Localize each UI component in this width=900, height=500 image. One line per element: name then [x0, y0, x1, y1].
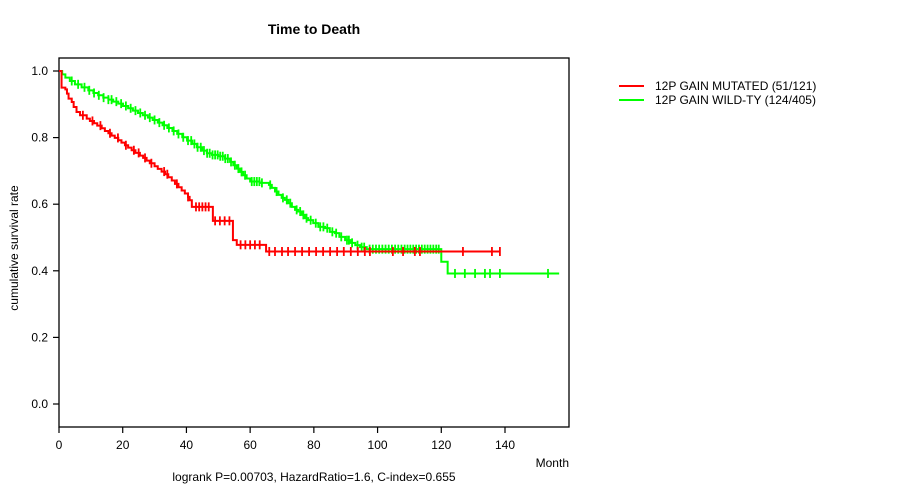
y-axis-tick-label: 0.2 — [31, 330, 48, 344]
x-axis-tick-label: 60 — [243, 438, 257, 452]
x-axis-tick-label: 140 — [495, 438, 515, 452]
legend-label-mutated: 12P GAIN MUTATED (51/121) — [655, 78, 817, 93]
legend-item-mutated: 12P GAIN MUTATED (51/121) — [619, 78, 817, 93]
x-axis-tick-label: 20 — [116, 438, 130, 452]
legend: 12P GAIN MUTATED (51/121) 12P GAIN WILD-… — [619, 78, 817, 107]
y-axis-tick-label: 0.4 — [31, 264, 48, 278]
chart-title: Time to Death — [267, 21, 361, 37]
y-axis-tick-label: 0.8 — [31, 131, 48, 145]
x-axis-tick-label: 40 — [180, 438, 194, 452]
survival-curve — [59, 70, 560, 275]
x-axis-tick-label: 0 — [56, 438, 63, 452]
y-axis-label: cumulative survival rate — [7, 185, 21, 311]
x-axis-label: Month — [535, 456, 569, 470]
y-axis-tick-label: 0.6 — [31, 197, 48, 211]
legend-item-wildtype: 12P GAIN WILD-TY (124/405) — [619, 92, 816, 107]
y-axis-tick-label: 0.0 — [31, 397, 48, 411]
x-axis-tick-label: 80 — [307, 438, 321, 452]
x-axis-tick-label: 120 — [431, 438, 451, 452]
legend-line-green-icon — [619, 98, 644, 101]
survival-curve — [59, 70, 501, 253]
legend-label-wildtype: 12P GAIN WILD-TY (124/405) — [655, 92, 816, 107]
y-axis-tick-label: 1.0 — [31, 64, 48, 78]
x-axis-tick-label: 100 — [368, 438, 388, 452]
stats-caption: logrank P=0.00703, HazardRatio=1.6, C-in… — [172, 470, 456, 484]
legend-line-red-icon — [619, 84, 644, 87]
